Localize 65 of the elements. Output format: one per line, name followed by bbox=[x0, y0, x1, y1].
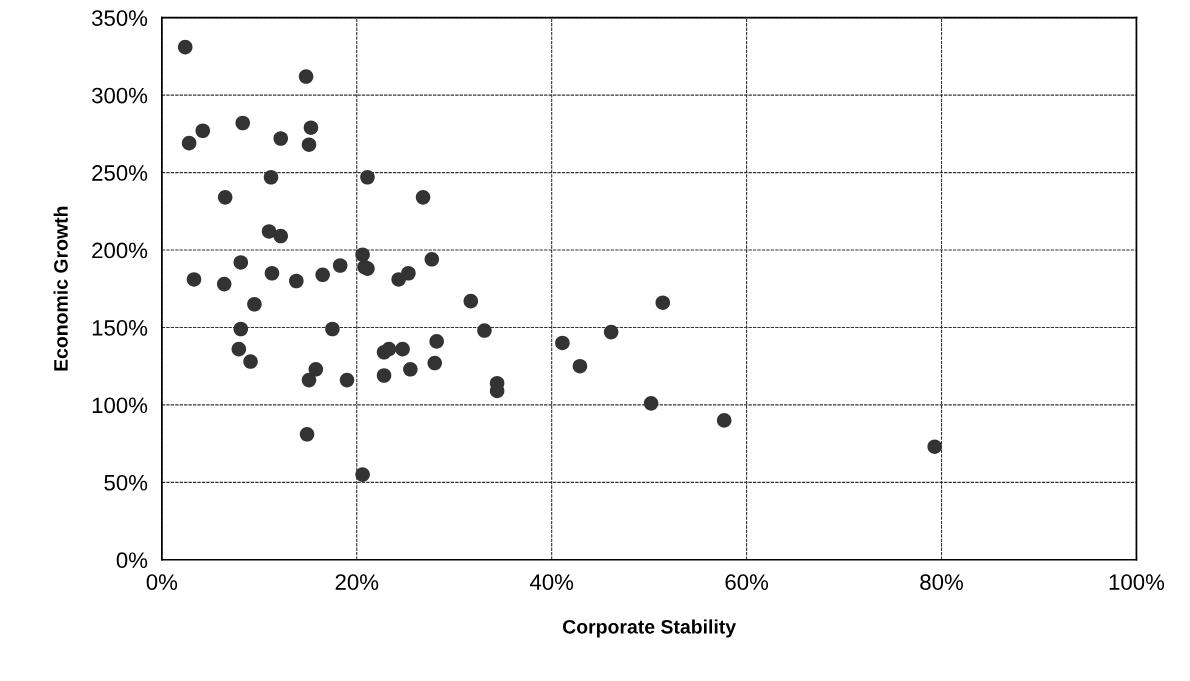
point bbox=[243, 354, 258, 369]
x-tick-label: 100% bbox=[1109, 574, 1165, 590]
point bbox=[555, 335, 570, 351]
y-tick-label: 50% bbox=[104, 474, 148, 491]
point bbox=[376, 368, 392, 383]
point bbox=[186, 272, 202, 287]
point bbox=[231, 341, 247, 357]
y-tick-label: 150% bbox=[92, 320, 148, 336]
y-tick-label: 200% bbox=[92, 242, 148, 259]
y-tick-label: 250% bbox=[92, 165, 148, 181]
point bbox=[381, 341, 397, 357]
point bbox=[247, 296, 262, 312]
point bbox=[216, 276, 232, 292]
point bbox=[716, 413, 732, 428]
x-axis-title: Corporate Stability bbox=[562, 619, 737, 638]
point bbox=[360, 169, 375, 185]
point bbox=[403, 362, 418, 377]
point bbox=[273, 131, 289, 146]
point bbox=[299, 427, 315, 442]
point bbox=[415, 190, 431, 205]
x-tick-label: 20% bbox=[335, 574, 379, 590]
point bbox=[401, 265, 416, 281]
point bbox=[195, 123, 211, 139]
x-tick-label: 40% bbox=[529, 574, 574, 590]
point bbox=[332, 258, 348, 273]
x-tick-label: 60% bbox=[725, 574, 769, 590]
point bbox=[572, 358, 588, 374]
point bbox=[325, 321, 340, 337]
point bbox=[927, 439, 942, 454]
point bbox=[427, 355, 443, 371]
y-tick-label: 100% bbox=[92, 397, 148, 414]
x-tick-label: 0% bbox=[146, 574, 178, 590]
point bbox=[301, 372, 317, 388]
point bbox=[233, 255, 249, 270]
point bbox=[273, 228, 289, 244]
point bbox=[395, 341, 410, 357]
point bbox=[643, 396, 659, 411]
point bbox=[263, 169, 279, 185]
point bbox=[298, 69, 314, 84]
point bbox=[355, 247, 370, 262]
point bbox=[603, 324, 619, 340]
y-tick-label: 0% bbox=[116, 552, 148, 569]
point bbox=[289, 273, 304, 289]
point bbox=[181, 135, 197, 151]
point bbox=[315, 267, 330, 283]
point bbox=[261, 224, 277, 239]
point bbox=[355, 467, 370, 482]
y-tick-label: 350% bbox=[91, 10, 148, 26]
point bbox=[301, 137, 317, 152]
point bbox=[308, 362, 324, 377]
y-tick-label: 300% bbox=[91, 87, 148, 104]
y-axis-title: Economic Growth bbox=[53, 206, 68, 371]
point bbox=[424, 252, 440, 267]
x-tick-label: 80% bbox=[920, 574, 963, 590]
point bbox=[177, 39, 193, 55]
point bbox=[233, 321, 249, 337]
point bbox=[655, 295, 671, 310]
point bbox=[235, 115, 251, 131]
point bbox=[264, 265, 280, 281]
point bbox=[477, 323, 492, 338]
point bbox=[303, 120, 319, 135]
point bbox=[463, 293, 479, 309]
point bbox=[339, 372, 355, 388]
point bbox=[429, 334, 444, 349]
point bbox=[217, 190, 233, 205]
